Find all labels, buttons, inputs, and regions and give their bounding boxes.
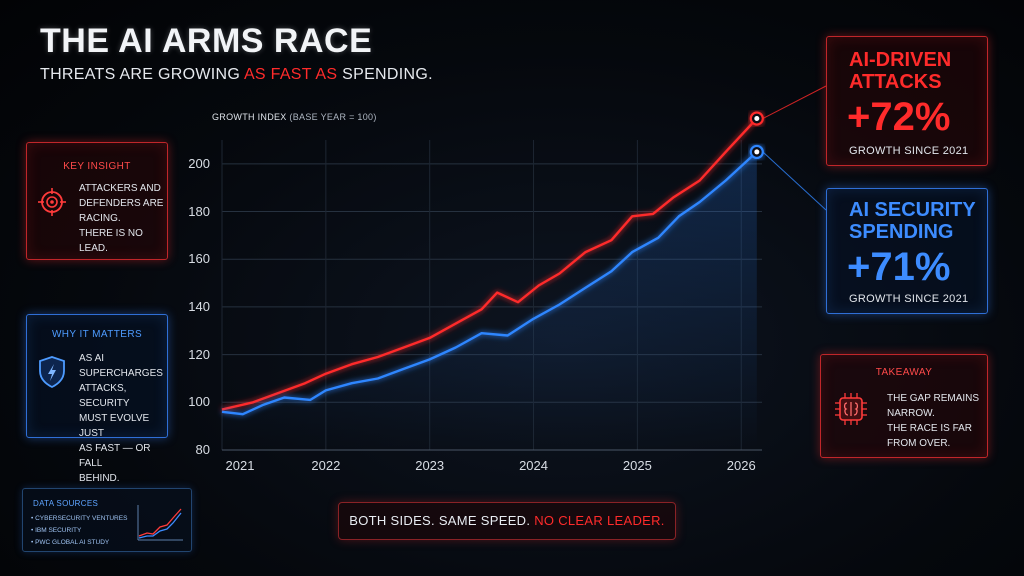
- attacks-sub: GROWTH SINCE 2021: [849, 145, 969, 157]
- chart-ylabel-main: GROWTH INDEX: [212, 112, 287, 122]
- attacks-label-line1: AI-DRIVEN: [849, 49, 952, 71]
- key-insight-text: ATTACKERS AND DEFENDERS ARE RACING. THER…: [79, 181, 167, 256]
- x-tick-label: 2026: [726, 458, 756, 473]
- target-icon: [38, 188, 66, 216]
- attacks-end-point: [749, 111, 764, 126]
- spending-value: +71%: [847, 245, 951, 289]
- spending-area: [222, 151, 757, 450]
- y-tick-label: 80: [195, 442, 210, 457]
- spending-label-line1: AI SECURITY: [849, 199, 976, 221]
- key-insight-line: RACING.: [79, 213, 121, 224]
- ai-chip-icon: [835, 393, 867, 425]
- data-source-item: • CYBERSECURITY VENTURES: [31, 515, 128, 522]
- end-point-core: [754, 116, 760, 122]
- why-it-matters-text: AS AI SUPERCHARGES ATTACKS, SECURITY MUS…: [79, 351, 167, 486]
- why-it-matters-line: AS AI SUPERCHARGES: [79, 353, 163, 379]
- subtitle-post: SPENDING.: [337, 66, 433, 83]
- key-insight-line: ATTACKERS AND: [79, 183, 161, 194]
- page-subtitle: THREATS ARE GROWING AS FAST AS SPENDING.: [40, 66, 433, 84]
- x-tick-label: 2025: [622, 458, 652, 473]
- y-tick-label: 200: [188, 155, 210, 171]
- attacks-label: AI-DRIVEN ATTACKS: [849, 49, 951, 93]
- key-insight-panel: KEY INSIGHT ATTACKERS AND DEFENDERS ARE …: [26, 142, 168, 260]
- spending-label: AI SECURITY SPENDING: [849, 199, 976, 243]
- end-point-core: [754, 149, 760, 155]
- why-it-matters-line: AS FAST — OR FALL: [79, 443, 151, 469]
- x-tick-label: 2024: [519, 458, 548, 473]
- spending-sub: GROWTH SINCE 2021: [849, 293, 969, 305]
- footer-highlight: NO CLEAR LEADER.: [534, 513, 665, 528]
- callout-connector: [762, 151, 827, 211]
- spending-series-line: [221, 151, 758, 416]
- footer-banner: BOTH SIDES. SAME SPEED. NO CLEAR LEADER.: [338, 502, 676, 540]
- chart-ylabel-note: (BASE YEAR = 100): [289, 112, 377, 122]
- chart-grid: [221, 140, 762, 451]
- subtitle-highlight: AS FAST AS: [243, 66, 338, 83]
- page-title: THE AI ARMS RACE: [40, 22, 373, 60]
- x-tick-label: 2021: [225, 458, 255, 473]
- why-it-matters-panel: WHY IT MATTERS AS AI SUPERCHARGES ATTACK…: [26, 314, 168, 484]
- shield-icon: [39, 356, 65, 389]
- x-tick-label: 2022: [311, 458, 341, 473]
- x-tick-label: 2023: [415, 458, 445, 473]
- y-tick-label: 120: [188, 346, 210, 362]
- attacks-value: +72%: [847, 95, 951, 139]
- takeaway-line: FROM OVER.: [887, 438, 951, 449]
- key-insight-title: KEY INSIGHT: [63, 161, 131, 172]
- chart-ylabel: GROWTH INDEX (BASE YEAR = 100): [212, 112, 377, 122]
- callout-connector: [762, 85, 827, 119]
- attacks-series-line: [221, 117, 758, 411]
- footer-text: BOTH SIDES. SAME SPEED.: [349, 513, 535, 528]
- data-sources-title: DATA SOURCES: [33, 499, 99, 508]
- spending-label-line2: SPENDING: [849, 221, 954, 243]
- why-it-matters-title: WHY IT MATTERS: [51, 329, 143, 340]
- data-sources-panel: DATA SOURCES • CYBERSECURITY VENTURES • …: [22, 488, 192, 552]
- spending-stat-panel: AI SECURITY SPENDING +71% GROWTH SINCE 2…: [826, 188, 988, 314]
- key-insight-line: THERE IS NO LEAD.: [79, 228, 143, 254]
- takeaway-line: THE RACE IS FAR: [887, 423, 973, 434]
- y-tick-label: 160: [188, 251, 210, 267]
- y-tick-label: 140: [188, 298, 210, 314]
- takeaway-line: THE GAP REMAINS: [887, 393, 980, 404]
- attacks-label-line2: ATTACKS: [849, 71, 942, 93]
- takeaway-title: TAKEAWAY: [875, 367, 933, 378]
- attacks-stat-panel: AI-DRIVEN ATTACKS +72% GROWTH SINCE 2021: [826, 36, 988, 166]
- y-tick-label: 180: [188, 203, 210, 219]
- why-it-matters-line: BEHIND.: [79, 473, 120, 484]
- spending-end-point: [749, 144, 764, 160]
- subtitle-pre: THREATS ARE GROWING: [40, 66, 244, 83]
- data-source-item: • PWC GLOBAL AI STUDY: [31, 539, 110, 546]
- mini-chart-icon: [137, 505, 183, 541]
- data-source-item: • IBM SECURITY: [31, 527, 82, 534]
- key-insight-line: DEFENDERS ARE: [79, 198, 164, 209]
- why-it-matters-line: ATTACKS, SECURITY: [79, 383, 130, 409]
- takeaway-panel: TAKEAWAY THE GAP REMAINS NARROW. THE RAC…: [820, 354, 988, 458]
- y-tick-label: 100: [188, 394, 210, 410]
- takeaway-text: THE GAP REMAINS NARROW. THE RACE IS FAR …: [887, 391, 979, 451]
- takeaway-line: NARROW.: [887, 408, 935, 419]
- why-it-matters-line: MUST EVOLVE JUST: [79, 413, 150, 439]
- data-sources-list: • CYBERSECURITY VENTURES • IBM SECURITY …: [31, 513, 127, 549]
